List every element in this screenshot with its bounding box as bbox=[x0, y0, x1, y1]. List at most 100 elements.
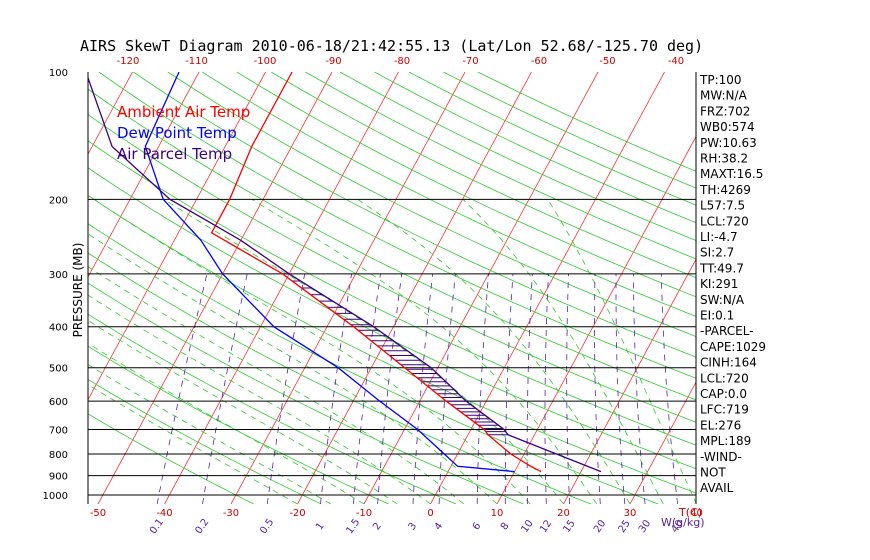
top-temp-tick-label: -80 bbox=[394, 56, 410, 67]
pressure-tick-labels: 100 200 300 400 500 600 700 800 900 1000 bbox=[43, 68, 68, 502]
isotherm-line bbox=[297, 72, 532, 504]
mixing-ratio-tick-label: 10 bbox=[519, 518, 535, 535]
bottom-temp-tick-label: 10 bbox=[491, 508, 504, 519]
stability-index-text: LFC:719 bbox=[700, 403, 749, 417]
dry-adiabat-line bbox=[270, 72, 696, 279]
pressure-tick-label: 800 bbox=[49, 450, 68, 461]
stability-index-text: SW:N/A bbox=[700, 293, 745, 307]
dry-adiabat-line bbox=[443, 72, 696, 189]
pressure-tick-label: 700 bbox=[49, 426, 68, 437]
air-parcel-temp-line bbox=[88, 76, 602, 473]
mixing-ratio-line bbox=[633, 273, 646, 504]
moist-adiabat-line bbox=[88, 294, 431, 504]
stability-index-text: WB0:574 bbox=[700, 120, 755, 134]
top-temp-tick-label: -70 bbox=[462, 56, 478, 67]
isotherm-line bbox=[563, 258, 696, 504]
stability-index-text: SI:2.7 bbox=[700, 246, 734, 260]
isotherm-line bbox=[230, 72, 466, 504]
chart-title: AIRS SkewT Diagram 2010-06-18/21:42:55.1… bbox=[80, 37, 703, 55]
bottom-temp-tick-label: 40 bbox=[690, 508, 703, 519]
stability-index-text: NOT bbox=[700, 466, 726, 480]
pressure-tick-label: 300 bbox=[49, 270, 68, 281]
top-temp-tick-labels: -120 -110 -100 -90 -80 -70 -60 -50 -40 bbox=[117, 56, 685, 67]
mixing-ratio-tick-label: 30 bbox=[637, 518, 653, 535]
moist-adiabat-line bbox=[88, 233, 498, 504]
mixing-ratio-line bbox=[412, 273, 434, 504]
dry-adiabat-line bbox=[88, 167, 696, 470]
moist-adiabat-line bbox=[547, 199, 696, 504]
mixing-ratio-line bbox=[615, 273, 626, 504]
stability-index-text: -PARCEL- bbox=[700, 324, 754, 338]
isotherm-line bbox=[763, 72, 870, 504]
stability-index-text: PW:10.63 bbox=[700, 136, 757, 150]
dry-adiabat-line bbox=[88, 378, 322, 504]
cape-hatch-area bbox=[282, 273, 508, 436]
mixing-ratio-tick-label: 1.5 bbox=[344, 517, 362, 536]
stability-index-text: TT:49.7 bbox=[699, 261, 744, 275]
top-temp-tick-label: -90 bbox=[325, 56, 341, 67]
dry-adiabat-line bbox=[236, 72, 696, 298]
dry-adiabat-line bbox=[305, 72, 696, 260]
mixing-ratio-line bbox=[544, 273, 549, 504]
top-temp-tick-label: -50 bbox=[599, 56, 615, 67]
dry-adiabat-line bbox=[374, 72, 696, 224]
stability-index-text: LCL:720 bbox=[700, 214, 749, 228]
stability-index-text: MAXT:16.5 bbox=[700, 167, 763, 181]
top-temp-tick-label: -40 bbox=[668, 56, 684, 67]
isotherm-line bbox=[830, 72, 870, 504]
mixing-ratio-tick-label: 0.5 bbox=[258, 517, 276, 536]
top-temp-tick-label: -110 bbox=[185, 56, 208, 67]
moist-adiabat-line bbox=[163, 198, 564, 504]
moist-adiabat-line bbox=[251, 198, 598, 504]
dry-adiabat-line bbox=[201, 72, 696, 317]
mixing-ratio-line bbox=[156, 273, 208, 504]
mixing-ratio-line bbox=[320, 273, 352, 504]
mixing-ratio-line bbox=[202, 273, 248, 504]
isotherm-line bbox=[88, 72, 133, 155]
dry-adiabat-line bbox=[88, 140, 696, 446]
stability-index-text: MW:N/A bbox=[700, 89, 748, 103]
mixing-ratio-tick-label: 12 bbox=[538, 518, 554, 535]
stability-index-text: EI:0.1 bbox=[700, 309, 734, 323]
stability-index-text: EL:276 bbox=[700, 418, 741, 432]
ambient-air-temp-line bbox=[210, 72, 542, 473]
dry-adiabat-line bbox=[88, 282, 524, 504]
mixing-ratio-tick-labels: 0.1 0.2 0.5 1 1.5 2 3 4 6 8 10 12 15 20 25 30 40 bbox=[148, 517, 686, 536]
bottom-temp-tick-labels: -50 -40 -30 -20 -10 0 10 20 30 40 bbox=[90, 508, 703, 519]
mixing-ratio-line bbox=[266, 273, 306, 504]
pressure-tick-label: 100 bbox=[49, 68, 68, 79]
mixing-ratio-tick-label: 20 bbox=[592, 518, 608, 535]
temp-unit-label: T(C) bbox=[678, 506, 702, 519]
mixing-ratio-tick-label: 25 bbox=[617, 518, 633, 535]
isotherm-lines bbox=[88, 72, 870, 504]
stability-index-text: TH:4269 bbox=[699, 183, 751, 197]
mixing-ratio-tick-label: 4 bbox=[433, 521, 446, 533]
isotherm-line bbox=[629, 381, 696, 504]
mixing-ratio-lines bbox=[156, 273, 679, 504]
top-temp-tick-label: -120 bbox=[117, 56, 140, 67]
dry-adiabat-line bbox=[133, 72, 696, 358]
dry-adiabat-line bbox=[88, 88, 696, 401]
pressure-lines bbox=[88, 198, 696, 496]
dry-adiabat-line bbox=[88, 114, 696, 423]
mixing-ratio-tick-label: 0.1 bbox=[148, 517, 166, 536]
dry-adiabat-line bbox=[88, 313, 457, 504]
dry-adiabat-line bbox=[167, 72, 696, 337]
stability-index-text: TP:100 bbox=[699, 73, 742, 87]
mixing-ratio-tick-label: 6 bbox=[471, 521, 484, 533]
moist-adiabat-line bbox=[93, 198, 531, 504]
legend-dew-point-temp: Dew Point Temp bbox=[117, 124, 237, 142]
dry-adiabat-line bbox=[98, 72, 696, 379]
mixing-ratio-tick-label: 8 bbox=[499, 521, 512, 533]
stability-index-text: -WIND- bbox=[700, 450, 742, 464]
moist-adiabat-line bbox=[88, 384, 298, 504]
series-layer bbox=[88, 72, 602, 473]
pressure-tick-label: 200 bbox=[49, 195, 68, 206]
mixing-ratio-tick-label: 2 bbox=[371, 521, 384, 533]
stability-index-text: LI:-4.7 bbox=[700, 230, 738, 244]
pressure-tick-label: 900 bbox=[49, 472, 68, 483]
legend-air-parcel-temp: Air Parcel Temp bbox=[117, 145, 232, 163]
legend: Ambient Air Temp Dew Point Temp Air Parc… bbox=[117, 103, 250, 163]
mixing-ratio-tick-label: 1 bbox=[314, 521, 327, 533]
